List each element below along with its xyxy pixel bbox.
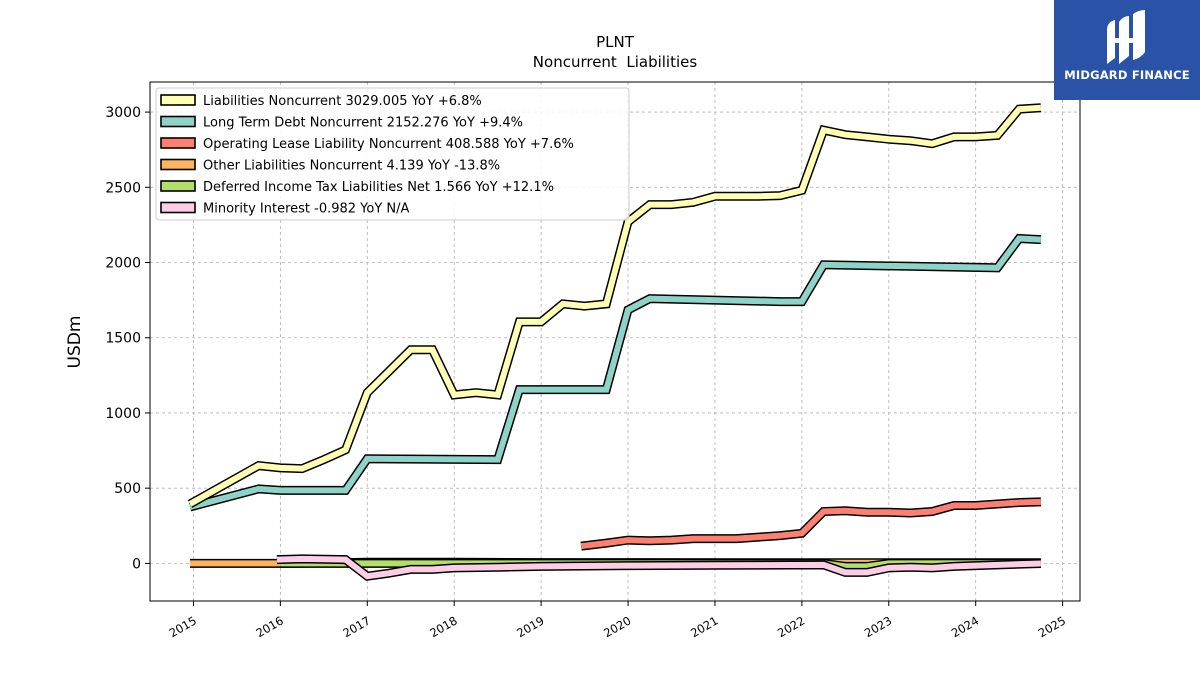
- series-liabilities-noncurrent: [187, 103, 1042, 508]
- y-tick-label: 2500: [105, 180, 141, 196]
- x-tick-label: 2021: [688, 613, 720, 640]
- x-tick-label: 2018: [427, 613, 459, 640]
- x-tick-label: 2016: [254, 613, 286, 640]
- x-tick-label: 2017: [340, 613, 372, 640]
- x-tick-label: 2020: [601, 613, 633, 640]
- y-tick-label: 500: [114, 481, 141, 497]
- brand-logo: MIDGARD FINANCE: [1054, 0, 1200, 100]
- legend-frame: [155, 87, 630, 221]
- y-tick-label: 3000: [105, 105, 141, 121]
- y-tick-label: 1000: [105, 406, 141, 422]
- legend-swatch: [160, 158, 196, 171]
- x-tick-label: 2015: [167, 613, 199, 640]
- legend-entry: Other Liabilities Noncurrent 4.139 YoY -…: [203, 159, 500, 174]
- series-line: [276, 555, 1041, 580]
- legend-entry: Minority Interest -0.982 YoY N/A: [203, 202, 410, 217]
- y-tick-label: 2000: [105, 256, 141, 272]
- series-line: [189, 235, 1042, 510]
- x-tick-label: 2022: [775, 613, 807, 640]
- legend-swatch: [160, 201, 196, 214]
- x-tick-label: 2023: [862, 613, 894, 640]
- series-line: [580, 498, 1041, 550]
- plot-area: [149, 81, 1081, 602]
- series-operating-lease-liability-noncurrent: [580, 497, 1042, 551]
- x-tick-label: 2024: [949, 613, 981, 640]
- x-tick-label: 2019: [514, 613, 546, 640]
- chart-subtitle: Noncurrent Liabilities: [533, 53, 698, 71]
- midgard-logo-icon: [1107, 10, 1145, 64]
- y-tick-label: 0: [132, 556, 141, 572]
- series-minority-interest: [276, 554, 1042, 581]
- legend: Liabilities Noncurrent 3029.005 YoY +6.8…: [155, 87, 630, 221]
- chart-title: PLNT: [596, 33, 635, 51]
- legend-entry: Operating Lease Liability Noncurrent 408…: [203, 137, 574, 152]
- series-long-term-debt-noncurrent: [188, 233, 1042, 512]
- y-axis-label: USDm: [65, 316, 85, 369]
- legend-entry: Deferred Income Tax Liabilities Net 1.56…: [203, 180, 554, 195]
- legend-swatch: [160, 137, 196, 149]
- y-tick-label: 1500: [105, 331, 141, 347]
- legend-entry: Long Term Debt Noncurrent 2152.276 YoY +…: [203, 116, 523, 131]
- legend-swatch: [160, 94, 196, 106]
- series-layer: [187, 103, 1042, 581]
- legend-entry: Liabilities Noncurrent 3029.005 YoY +6.8…: [203, 94, 482, 109]
- x-tick-label: 2025: [1036, 613, 1068, 640]
- brand-name: MIDGARD FINANCE: [1064, 68, 1190, 82]
- legend-swatch: [160, 180, 196, 192]
- series-line: [188, 104, 1042, 507]
- legend-swatch: [160, 115, 196, 128]
